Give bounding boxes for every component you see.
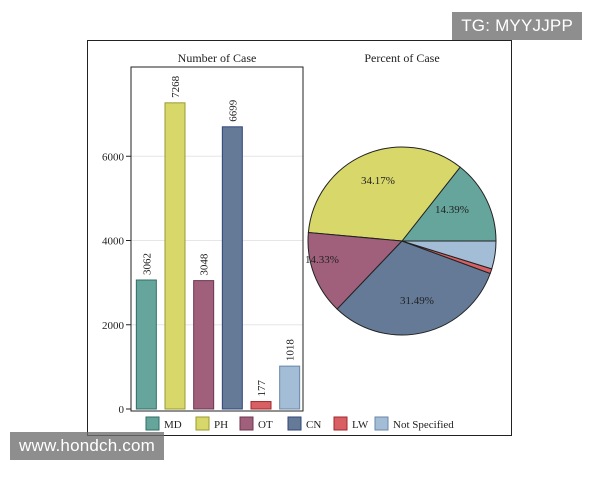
pie-slice-label: 14.33% [305, 254, 339, 266]
pie-slice-label: 34.17% [361, 175, 395, 187]
y-tick-label: 6000 [102, 151, 125, 163]
pie-slice-ot [307, 231, 404, 310]
watermark-bottom: www.hondch.com [10, 432, 165, 460]
bar-not-specified [279, 365, 301, 410]
bar-y-axis: 0 2000 4000 6000 [102, 151, 131, 416]
bar-value-label: 1018 [285, 339, 297, 362]
legend: MD PH OT CN LW Not Specified [145, 416, 454, 431]
bar-ot [193, 280, 215, 410]
legend-label: LW [352, 419, 369, 431]
bar-chart-title: Number of Case [178, 51, 257, 65]
bar-plot-border [130, 66, 304, 412]
bar-value-label: 6699 [227, 99, 239, 122]
bar-value-label: 3062 [141, 253, 153, 275]
y-tick-label: 0 [119, 404, 125, 416]
pie-chart-title: Percent of Case [364, 51, 439, 65]
pie-slice-md [400, 166, 497, 242]
legend-swatch [239, 416, 254, 431]
pie-slice-not-specified [401, 240, 497, 270]
watermark-top: TG: MYYJJPP [452, 12, 582, 40]
bar-gridlines [131, 155, 303, 326]
legend-swatch [145, 416, 160, 431]
bar-cn [221, 126, 243, 410]
legend-swatch [195, 416, 210, 431]
legend-label: CN [306, 419, 321, 431]
bar-value-label: 3048 [199, 253, 211, 276]
legend-swatch [287, 416, 302, 431]
legend-swatch [333, 416, 348, 431]
bar-value-label: 7268 [170, 75, 182, 98]
legend-label: MD [164, 419, 182, 431]
pie-slice-label: 31.49% [400, 295, 434, 307]
bar-ph [164, 102, 186, 410]
bar-md [135, 279, 157, 410]
chart-frame: Number of Case 0 2000 4000 6000 3062 7268 304… [87, 40, 512, 436]
bar-lw [250, 401, 272, 410]
pie-slice-label: 14.39% [435, 204, 469, 216]
legend-label: OT [258, 419, 273, 431]
legend-label: PH [214, 419, 228, 431]
bar-value-label: 177 [256, 380, 268, 397]
pie-series: 14.39% 34.17% 14.33% 31.49% [305, 146, 497, 336]
bar-series: 3062 7268 3048 6699 177 1018 [135, 75, 301, 410]
legend-label: Not Specified [393, 419, 454, 431]
pie-slice-cn [336, 240, 491, 336]
y-tick-label: 4000 [102, 236, 125, 248]
legend-swatch [374, 416, 389, 431]
chart-svg: Number of Case 0 2000 4000 6000 3062 7268 304… [102, 51, 497, 431]
pie-slice-ph [307, 146, 461, 242]
y-tick-label: 2000 [102, 320, 125, 332]
